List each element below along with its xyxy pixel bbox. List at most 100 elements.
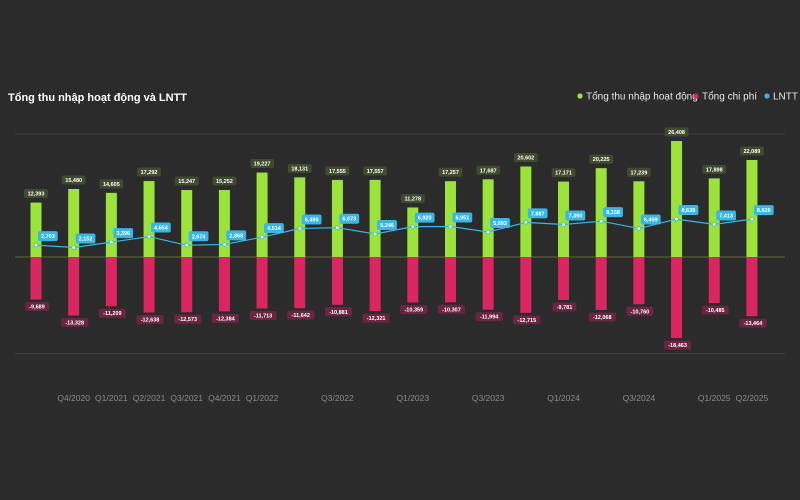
expense-bar xyxy=(746,257,758,317)
lntt-point xyxy=(448,224,453,229)
income-bar xyxy=(671,141,683,257)
svg-text:6,673: 6,673 xyxy=(342,217,356,223)
expense-bar xyxy=(708,257,720,304)
svg-text:-13,328: -13,328 xyxy=(65,321,84,327)
svg-text:20,602: 20,602 xyxy=(517,156,534,162)
svg-text:7,390: 7,390 xyxy=(569,214,583,220)
income-bar xyxy=(444,181,456,257)
expense-bar xyxy=(218,257,230,312)
lntt-point xyxy=(297,226,302,231)
income-bar xyxy=(482,179,494,257)
lntt-point xyxy=(372,231,378,237)
legend-dot-icon xyxy=(577,93,583,99)
svg-text:17,555: 17,555 xyxy=(329,169,346,175)
svg-text:-10,307: -10,307 xyxy=(442,307,461,313)
income-bar xyxy=(407,207,419,257)
income-data-label: 20,225 xyxy=(589,154,614,164)
svg-text:17,239: 17,239 xyxy=(630,170,647,176)
income-bar xyxy=(105,192,117,257)
income-bar xyxy=(68,189,80,257)
lntt-data-label: 6,951 xyxy=(452,212,473,223)
svg-text:-11,209: -11,209 xyxy=(103,311,121,317)
lntt-point xyxy=(485,229,491,235)
expense-data-label: -11,994 xyxy=(475,312,503,322)
lntt-point xyxy=(561,222,566,227)
x-tick-label: Q3/2022 xyxy=(321,393,354,403)
svg-text:5,246: 5,246 xyxy=(380,223,394,229)
svg-text:20,225: 20,225 xyxy=(593,157,610,163)
income-bar xyxy=(181,190,193,257)
svg-text:17,557: 17,557 xyxy=(367,169,384,175)
legend-label: Tổng thu nhập hoạt động xyxy=(586,91,698,103)
svg-text:2,152: 2,152 xyxy=(79,237,93,243)
svg-text:4,514: 4,514 xyxy=(267,226,282,232)
income-data-label: 19,227 xyxy=(250,159,275,169)
income-data-label: 17,292 xyxy=(137,167,161,177)
income-data-label: 20,602 xyxy=(513,153,538,163)
expense-bar xyxy=(671,257,683,339)
expense-bar xyxy=(444,257,456,303)
lntt-point xyxy=(410,224,415,229)
svg-text:8,158: 8,158 xyxy=(606,210,620,216)
svg-text:8,626: 8,626 xyxy=(757,208,771,214)
expense-bar xyxy=(369,257,381,312)
lntt-data-label: 8,626 xyxy=(753,205,774,216)
svg-text:26,408: 26,408 xyxy=(668,130,685,136)
lntt-data-label: 7,390 xyxy=(565,210,586,221)
legend-dot-icon xyxy=(764,93,770,99)
svg-text:-12,384: -12,384 xyxy=(216,316,236,322)
svg-text:17,292: 17,292 xyxy=(141,170,158,176)
expense-data-label: -11,713 xyxy=(249,310,277,320)
svg-text:2,868: 2,868 xyxy=(229,233,243,239)
x-tick-label: Q2/2021 xyxy=(133,393,166,403)
x-tick-label: Q1/2025 xyxy=(698,393,731,403)
svg-text:17,171: 17,171 xyxy=(555,171,572,177)
lntt-data-label: 3,396 xyxy=(113,228,134,239)
expense-bar xyxy=(68,257,80,316)
svg-text:6,499: 6,499 xyxy=(644,217,658,223)
lntt-data-label: 6,920 xyxy=(414,212,435,223)
svg-text:7,887: 7,887 xyxy=(531,211,545,217)
svg-text:14,605: 14,605 xyxy=(103,182,120,188)
income-data-label: 17,898 xyxy=(702,164,727,174)
income-bar xyxy=(595,168,607,257)
svg-text:-10,760: -10,760 xyxy=(631,309,650,315)
lntt-point xyxy=(599,218,604,224)
expense-bar xyxy=(30,257,42,300)
svg-text:-11,994: -11,994 xyxy=(480,315,499,321)
income-bar xyxy=(558,181,570,257)
lntt-data-label: 2,703 xyxy=(38,231,58,242)
svg-text:6,951: 6,951 xyxy=(455,215,469,221)
lntt-data-label: 2,868 xyxy=(226,230,247,241)
x-tick-label: Q2/2025 xyxy=(736,393,769,403)
lntt-point xyxy=(109,239,114,245)
expense-bar xyxy=(558,257,570,300)
income-bar xyxy=(633,181,645,257)
expense-data-label: -9,781 xyxy=(552,302,577,312)
x-tick-label: Q1/2021 xyxy=(95,393,128,403)
lntt-data-label: 2,674 xyxy=(188,231,209,242)
lntt-point xyxy=(523,220,529,225)
svg-text:6,920: 6,920 xyxy=(418,216,432,222)
income-bar xyxy=(520,166,532,257)
svg-text:-9,781: -9,781 xyxy=(557,305,573,311)
svg-text:-12,573: -12,573 xyxy=(178,317,197,323)
svg-text:17,687: 17,687 xyxy=(480,168,497,174)
svg-text:12,393: 12,393 xyxy=(28,192,45,198)
income-data-label: 15,252 xyxy=(212,176,237,186)
lntt-line xyxy=(35,218,752,249)
svg-text:15,252: 15,252 xyxy=(216,179,233,185)
income-bar xyxy=(218,190,230,257)
svg-text:18,131: 18,131 xyxy=(291,166,308,172)
lntt-point xyxy=(636,226,642,231)
svg-text:-10,359: -10,359 xyxy=(404,308,423,314)
x-tick-label: Q1/2024 xyxy=(547,393,580,403)
income-bar xyxy=(30,202,42,257)
income-data-label: 15,247 xyxy=(174,176,199,186)
lntt-data-label: 4,514 xyxy=(264,223,284,234)
lntt-point xyxy=(222,242,227,247)
income-bar xyxy=(369,179,381,257)
x-tick-label: Q3/2024 xyxy=(623,393,656,403)
income-data-label: 11,278 xyxy=(400,193,425,203)
svg-text:5,693: 5,693 xyxy=(493,221,507,227)
